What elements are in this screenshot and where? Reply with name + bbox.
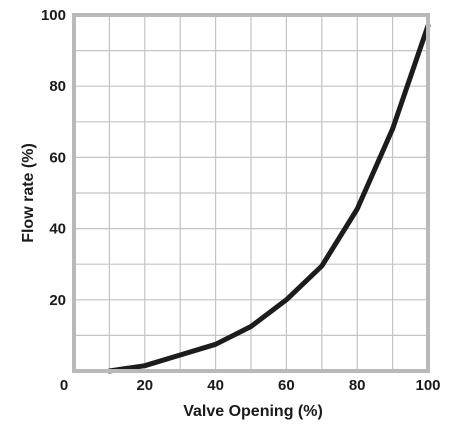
- tick-labels: 0 20 40 60 80 100 20 40 60 80 100: [41, 7, 441, 394]
- x-tick-label: 60: [278, 377, 295, 394]
- series-line: [106, 23, 431, 374]
- plot-frame: [72, 13, 430, 373]
- series: [106, 23, 431, 374]
- y-tick-label: 80: [49, 78, 66, 95]
- x-tick-label: 0: [60, 377, 68, 394]
- x-tick-label: 100: [415, 377, 440, 394]
- y-tick-label: 60: [49, 149, 66, 166]
- x-tick-label: 20: [136, 377, 153, 394]
- x-tick-label: 40: [207, 377, 224, 394]
- y-tick-label: 100: [41, 7, 66, 24]
- y-axis-label: Flow rate (%): [20, 143, 37, 243]
- x-axis-label: Valve Opening (%): [183, 403, 323, 420]
- grid: [74, 15, 428, 371]
- y-tick-label: 40: [49, 221, 66, 238]
- x-tick-label: 80: [349, 377, 366, 394]
- y-tick-label: 20: [49, 292, 66, 309]
